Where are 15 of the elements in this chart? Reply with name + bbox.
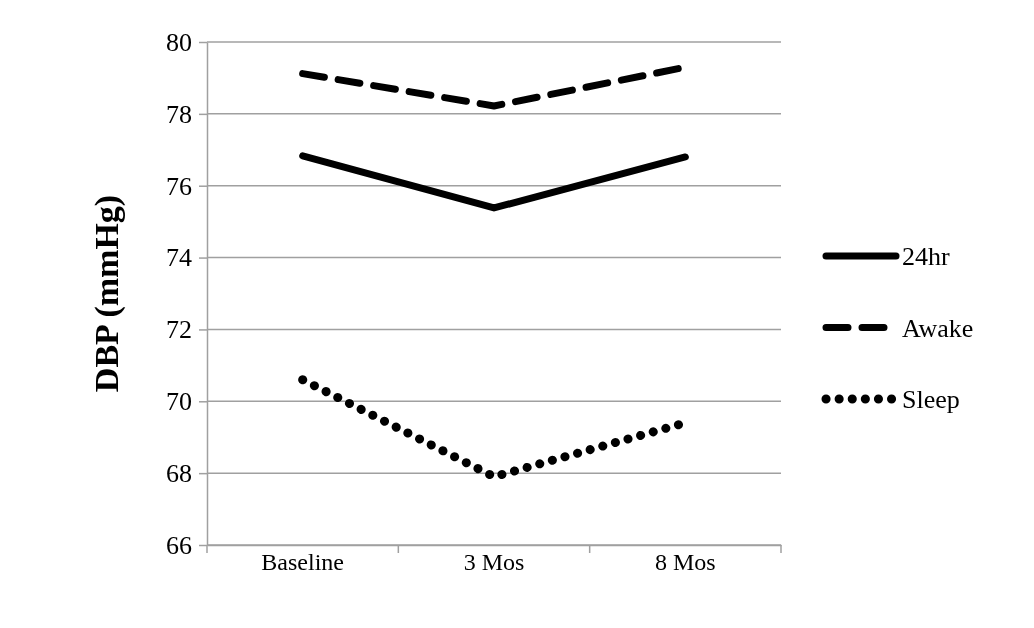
y-tick-label: 70 xyxy=(166,387,192,417)
y-tick-label: 74 xyxy=(166,243,192,273)
y-tick-label: 80 xyxy=(166,27,192,57)
x-tick-label: 8 Mos xyxy=(654,549,716,575)
y-tick-label: 78 xyxy=(166,99,192,129)
x-tick-label: 3 Mos xyxy=(463,549,525,575)
legend-label: Awake xyxy=(902,313,974,343)
y-axis-title: DBP (mmHg) xyxy=(88,194,126,393)
y-tick-label: 66 xyxy=(166,530,192,560)
legend-label: Sleep xyxy=(902,385,960,414)
x-tick-label: Baseline xyxy=(261,549,344,575)
y-tick-label: 76 xyxy=(166,171,192,201)
legend-label: 24hr xyxy=(902,242,950,271)
y-tick-label: 72 xyxy=(166,315,192,345)
y-tick-label: 68 xyxy=(166,458,192,488)
